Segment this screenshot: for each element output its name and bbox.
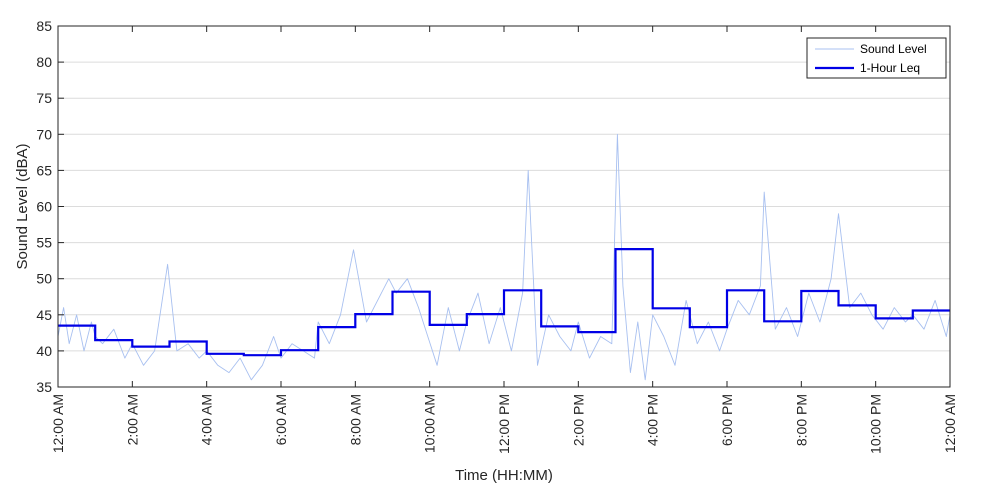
x-tick-label: 2:00 AM [124,394,140,445]
legend-label-1-hour-leq: 1-Hour Leq [860,61,920,75]
y-tick-label: 45 [36,307,52,323]
x-tick-label: 4:00 AM [199,394,215,445]
x-tick-label: 10:00 AM [422,394,438,453]
x-axis-title: Time (HH:MM) [455,467,553,484]
x-tick-label: 6:00 AM [273,394,289,445]
x-tick-label: 12:00 AM [942,394,958,453]
x-tick-label: 12:00 AM [50,394,66,453]
series-sound-level-line [58,133,950,381]
x-tick-label: 4:00 PM [645,394,661,446]
legend-box [806,37,947,79]
y-tick-label: 85 [36,18,52,34]
y-tick-label: 60 [36,199,52,215]
series-1-hour-leq-step [58,248,950,357]
legend-label-sound-level: Sound Level [860,42,927,56]
y-tick-label: 40 [36,343,52,359]
x-axis: 12:00 AM 2:00 AM 4:00 AM 6:00 AM 8:00 AM 10:0… [50,26,958,454]
y-tick-label: 70 [36,126,52,142]
x-tick-label: 2:00 PM [570,394,586,446]
y-axis: 35 40 45 50 55 60 65 70 75 80 85 [36,18,64,395]
y-tick-label: 55 [36,235,52,251]
y-tick-label: 65 [36,162,52,178]
y-tick-label: 35 [36,379,52,395]
grid-layer [58,25,950,388]
x-tick-label: 6:00 PM [719,394,735,446]
x-tick-label: 8:00 PM [793,394,809,446]
legend: Sound Level 1-Hour Leq [806,37,947,79]
y-tick-label: 75 [36,90,52,106]
y-axis-title: Sound Level (dBA) [14,144,31,270]
x-tick-label: 10:00 PM [868,394,884,454]
x-tick-label: 12:00 PM [496,394,512,454]
y-tick-label: 50 [36,271,52,287]
y-tick-label: 80 [36,54,52,70]
data-layer [58,133,950,381]
x-tick-label: 8:00 AM [347,394,363,445]
